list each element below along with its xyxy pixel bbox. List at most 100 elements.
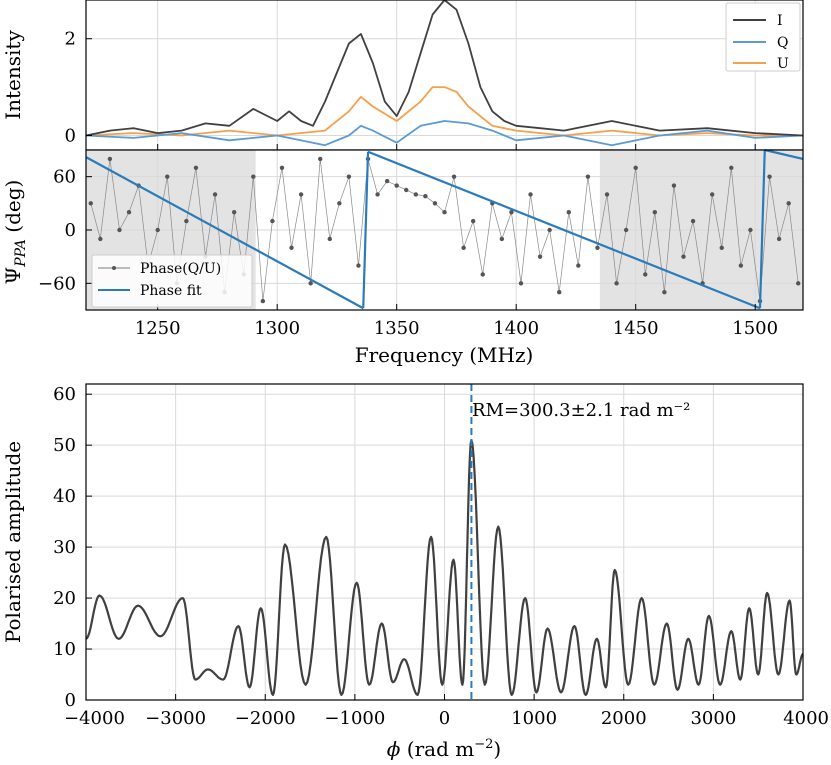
phase-point xyxy=(260,298,266,304)
phase-point xyxy=(308,281,313,286)
phase-xtick-label: 1450 xyxy=(613,318,659,339)
phase-point xyxy=(633,165,638,170)
series-Q-line xyxy=(85,120,804,147)
rm-xtick-label: 3000 xyxy=(690,708,736,729)
phase-fit-segment xyxy=(764,148,804,160)
phase-point xyxy=(719,245,724,250)
rm-xtick-label: −2000 xyxy=(235,708,296,729)
phase-point xyxy=(126,210,132,215)
rm-xtick-label: −1000 xyxy=(324,708,385,729)
phase-point xyxy=(470,218,476,224)
phase-point xyxy=(652,210,658,215)
phase-point xyxy=(623,227,629,233)
phase-point xyxy=(681,254,686,259)
rm-ylabel: Polarised amplitude xyxy=(1,441,25,643)
phase-point xyxy=(289,245,294,250)
phase-ytick-label: 0 xyxy=(65,220,76,241)
rm-xtick-label: 1000 xyxy=(511,708,557,729)
phase-point xyxy=(786,201,791,206)
phase-point xyxy=(423,194,428,199)
rm-xtick-label: 4000 xyxy=(783,708,829,729)
rm-annotation: RM=300.3±2.1 rad m⁻² xyxy=(472,400,690,421)
phase-xtick-label: 1250 xyxy=(135,318,181,339)
phase-point xyxy=(107,156,113,162)
phase-point xyxy=(384,178,390,184)
phase-point xyxy=(318,156,323,162)
phase-point xyxy=(557,290,562,295)
phase-point xyxy=(671,183,677,188)
phase-point xyxy=(595,245,600,250)
phase-point xyxy=(231,210,237,215)
intensity-ytick-label: 0 xyxy=(65,125,76,146)
phase-point xyxy=(518,281,524,286)
phase-legend: Phase(Q/U) Phase fit xyxy=(91,254,253,308)
phase-point xyxy=(767,174,772,179)
phase-ytick-label: 60 xyxy=(53,167,76,188)
rm-ytick-label: 50 xyxy=(53,435,76,456)
legend-fit: Phase fit xyxy=(140,283,202,299)
phase-point xyxy=(461,245,466,250)
phase-point xyxy=(117,227,122,233)
phase-point xyxy=(251,174,256,179)
phase-point xyxy=(585,174,591,179)
rm-xlabel: ϕ (rad m−2) xyxy=(387,737,501,761)
phase-xtick-label: 1300 xyxy=(254,318,300,339)
phase-point xyxy=(394,183,399,188)
phase-point xyxy=(643,272,648,277)
phase-point xyxy=(184,218,189,224)
phase-point xyxy=(193,165,199,170)
phase-point xyxy=(98,236,103,242)
rm-ytick-label: 20 xyxy=(53,588,76,609)
rm-ytick-label: 30 xyxy=(53,537,76,558)
rm-ytick-label: 60 xyxy=(53,384,76,405)
phase-point xyxy=(547,227,552,233)
phase-point xyxy=(442,210,447,215)
phase-point xyxy=(566,210,571,215)
phase-point xyxy=(528,192,533,197)
series-I-line xyxy=(85,0,804,137)
phase-xtick-label: 1500 xyxy=(732,318,778,339)
phase-point xyxy=(413,192,419,197)
legend-U: U xyxy=(777,56,789,72)
intensity-ytick-label: 2 xyxy=(65,29,76,50)
phase-point xyxy=(88,201,93,206)
phase-point xyxy=(337,201,342,206)
phase-fit-segment xyxy=(758,149,766,309)
phase-panel: −60 0 60 1250 1300 1350 1400 1450 1500 ΨPPA (deg… xyxy=(1,148,804,367)
phase-point xyxy=(576,263,581,268)
phase-point xyxy=(709,192,715,197)
phase-point xyxy=(212,192,218,197)
phase-ytick-label: −60 xyxy=(38,273,76,294)
phase-point xyxy=(270,218,275,224)
rm-xtick-label: 0 xyxy=(439,708,450,729)
series-U-line xyxy=(85,86,803,137)
rm-xtick-label: −4000 xyxy=(64,708,125,729)
phase-point xyxy=(155,227,160,233)
phase-point xyxy=(509,210,514,215)
legend-phase-marker xyxy=(112,266,116,270)
rm-panel: 0 10 20 30 40 50 60 −4000 −3000 −2000 −1000 0 1000 20… xyxy=(1,383,829,761)
phase-xtick-label: 1350 xyxy=(374,318,420,339)
phase-xtick-label: 1400 xyxy=(493,318,539,339)
rm-ytick-label: 0 xyxy=(65,690,76,711)
phase-point xyxy=(432,201,438,206)
phase-fit-segment xyxy=(367,150,761,310)
phase-point xyxy=(604,192,610,197)
phase-point xyxy=(375,192,380,197)
phase-point xyxy=(748,227,753,233)
intensity-panel: 0 2 Intensity I Q U xyxy=(1,0,804,151)
legend-I: I xyxy=(777,13,783,29)
phase-point xyxy=(451,174,457,179)
phase-point xyxy=(729,165,734,170)
rm-spectrum-line xyxy=(85,439,804,696)
phase-fit-segment xyxy=(362,151,370,309)
intensity-plot-area xyxy=(86,0,803,150)
phase-point xyxy=(537,254,543,259)
phase-point xyxy=(327,236,332,242)
legend-phase: Phase(Q/U) xyxy=(140,261,221,277)
rm-ytick-label: 40 xyxy=(53,486,76,507)
phase-point xyxy=(356,263,361,268)
phase-point xyxy=(279,165,285,170)
intensity-legend: I Q U xyxy=(725,2,801,72)
phase-point xyxy=(298,192,304,197)
